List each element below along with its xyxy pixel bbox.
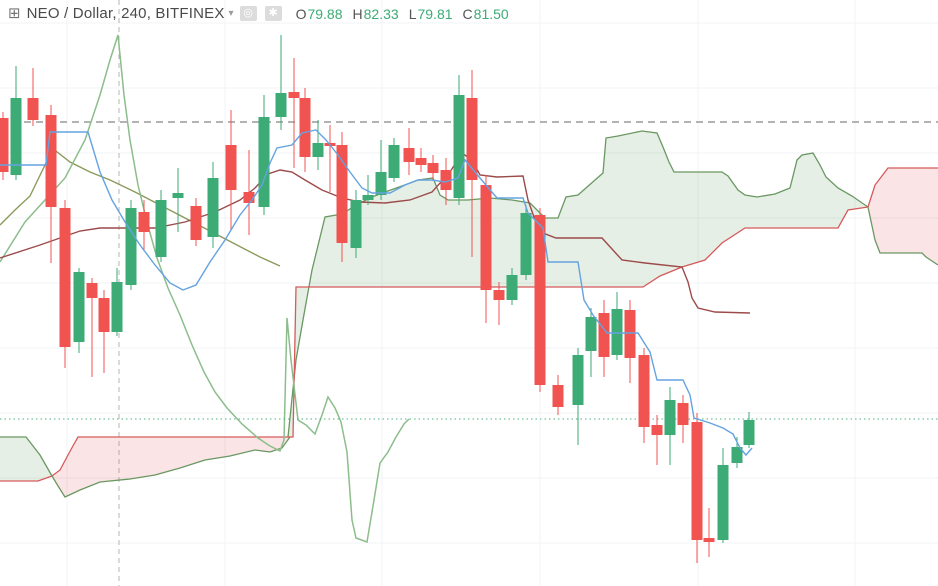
ohlc-value: 82.33 bbox=[363, 5, 399, 22]
candle-body-up bbox=[520, 213, 532, 275]
candle-body-down bbox=[403, 148, 415, 162]
hide-series-eye-icon[interactable]: ◎ bbox=[239, 6, 257, 21]
candle-body-up bbox=[743, 420, 755, 445]
candle-body-down bbox=[480, 185, 492, 290]
candle-body-down bbox=[86, 283, 98, 298]
candle-body-down bbox=[98, 298, 110, 332]
series-settings-gear-icon[interactable]: ✱ bbox=[264, 6, 282, 21]
candle-body-down bbox=[638, 355, 650, 427]
candle-body-up bbox=[172, 193, 184, 198]
chart-legend: ⊞ NEO / Dollar, 240, BITFINEX ▾ ◎ ✱ O 79.… bbox=[8, 5, 509, 22]
candle-body-up bbox=[453, 95, 465, 198]
candle-body-down bbox=[598, 313, 610, 357]
candle-body-up bbox=[111, 282, 123, 332]
candle-body-down bbox=[493, 290, 505, 300]
candle-body-down bbox=[225, 145, 237, 190]
candle-body-down bbox=[0, 118, 9, 172]
candle-body-up bbox=[350, 200, 362, 248]
ohlc-letter: L bbox=[408, 5, 417, 22]
candle-body-down bbox=[466, 98, 478, 180]
candle-body-up bbox=[375, 172, 387, 195]
candle-body-down bbox=[59, 208, 71, 347]
senkou-b-line bbox=[51, 436, 290, 477]
ohlc-value: 81.50 bbox=[473, 5, 509, 22]
candle-body-down bbox=[427, 163, 439, 173]
senkou-a-line bbox=[51, 436, 291, 498]
candle-body-down bbox=[299, 98, 311, 157]
candle-body-down bbox=[138, 212, 150, 232]
candle-body-down bbox=[703, 538, 715, 542]
candle-body-down bbox=[534, 215, 546, 385]
senkou-a-line bbox=[0, 436, 53, 477]
chevron-down-icon[interactable]: ▾ bbox=[228, 8, 234, 19]
candle-body-down bbox=[336, 145, 348, 243]
candle-body-up bbox=[611, 309, 623, 355]
senkou-b-line bbox=[867, 167, 938, 208]
candle-body-up bbox=[572, 355, 584, 405]
senkou-a-line bbox=[867, 206, 938, 266]
candle-body-up bbox=[585, 317, 597, 351]
candle-body-up bbox=[731, 447, 743, 463]
ohlc-item: C 81.50 bbox=[463, 6, 509, 22]
senkou-historic-line bbox=[0, 146, 281, 267]
candle-body-up bbox=[312, 143, 324, 157]
ichimoku-cloud-green bbox=[288, 131, 868, 437]
candle-body-down bbox=[691, 422, 703, 540]
candle-body-down bbox=[243, 192, 255, 203]
candle-body-up bbox=[275, 93, 287, 117]
ohlc-value: 79.81 bbox=[417, 5, 453, 22]
candle-body-up bbox=[73, 272, 85, 342]
candle-body-down bbox=[651, 425, 663, 435]
ichimoku-cloud-red bbox=[868, 168, 938, 265]
tenkan-sen-line bbox=[0, 129, 753, 457]
ohlc-value: 79.88 bbox=[307, 5, 343, 22]
candle-body-down bbox=[190, 206, 202, 240]
candle-body-up bbox=[258, 117, 270, 207]
candle-body-up bbox=[155, 200, 167, 257]
candle-body-down bbox=[288, 92, 300, 98]
ohlc-letter: H bbox=[352, 5, 363, 22]
candle-body-up bbox=[362, 195, 374, 200]
ichimoku-cloud-red bbox=[52, 437, 290, 497]
candle-body-up bbox=[717, 465, 729, 540]
ohlc-item: H 82.33 bbox=[353, 6, 399, 22]
ohlc-letter: O bbox=[295, 5, 307, 22]
ohlc-item: L 79.81 bbox=[409, 6, 453, 22]
candle-body-up bbox=[388, 145, 400, 178]
candle-body-up bbox=[10, 98, 22, 175]
candle-body-up bbox=[125, 208, 137, 285]
chikou-span-line bbox=[0, 34, 410, 544]
candle-body-down bbox=[677, 403, 689, 425]
ohlc-readout: O 79.88 H 82.33 L 79.81 C 81.50 bbox=[296, 6, 509, 22]
candle-body-down bbox=[45, 115, 57, 207]
grid-layout-icon[interactable]: ⊞ bbox=[8, 5, 21, 22]
ohlc-item: O 79.88 bbox=[296, 6, 343, 22]
candle-body-up bbox=[207, 178, 219, 237]
candle-body-up bbox=[506, 275, 518, 300]
senkou-b-line bbox=[0, 475, 53, 482]
candle-body-up bbox=[664, 400, 676, 435]
candle-body-down bbox=[27, 98, 39, 120]
candle-body-down bbox=[440, 170, 452, 190]
ichimoku-cloud-green bbox=[0, 437, 52, 481]
candle-body-down bbox=[415, 158, 427, 165]
senkou-b-line bbox=[288, 206, 869, 438]
candle-body-down bbox=[624, 310, 636, 358]
candle-body-down bbox=[552, 385, 564, 407]
ohlc-letter: C bbox=[462, 5, 473, 22]
symbol-title[interactable]: NEO / Dollar, 240, BITFINEX bbox=[26, 5, 225, 22]
